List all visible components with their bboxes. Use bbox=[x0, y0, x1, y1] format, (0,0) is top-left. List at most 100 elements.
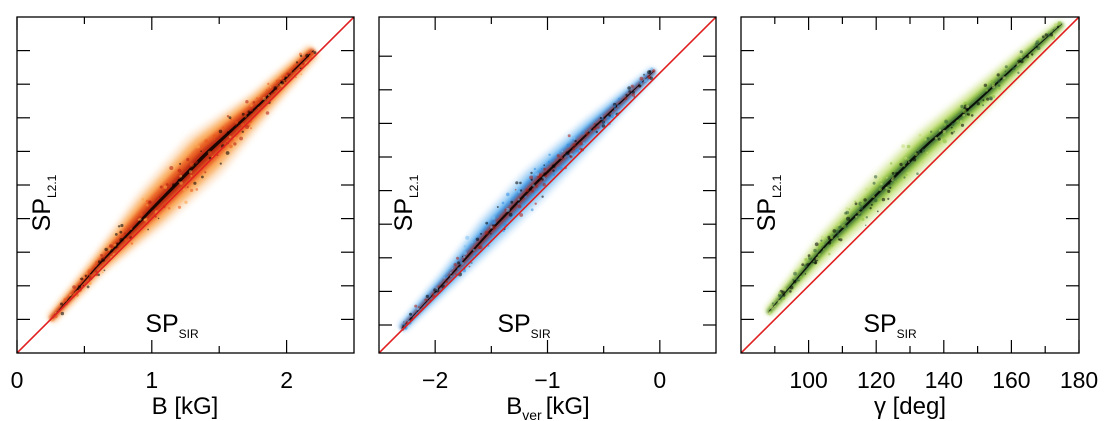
scatter-point bbox=[465, 235, 470, 240]
scatter-point bbox=[250, 127, 253, 130]
scatter-point bbox=[414, 304, 418, 308]
scatter-point bbox=[80, 277, 84, 281]
scatter-point bbox=[817, 245, 822, 249]
scatter-point bbox=[628, 90, 631, 93]
scatter-point bbox=[873, 198, 878, 203]
scatter-point bbox=[208, 156, 212, 160]
scatter-point bbox=[285, 74, 289, 78]
scatter-point bbox=[158, 196, 161, 199]
scatter-point bbox=[881, 197, 886, 202]
scatter-point bbox=[917, 150, 921, 155]
scatter-point bbox=[445, 280, 449, 284]
scatter-point bbox=[492, 220, 497, 225]
scatter-point bbox=[601, 124, 606, 128]
scatter-point bbox=[838, 225, 842, 229]
panel-inclination: 100 120 140 160 180 SPL2.1 SPSIR γ [deg] bbox=[740, 16, 1098, 420]
scatter-point bbox=[222, 126, 224, 129]
scatter-point bbox=[255, 102, 258, 105]
scatter-point bbox=[837, 232, 839, 235]
scatter-point bbox=[820, 239, 823, 242]
scatter-point bbox=[543, 167, 546, 171]
scatter-point bbox=[87, 269, 92, 273]
scatter-point bbox=[517, 198, 520, 201]
scatter-point bbox=[606, 115, 611, 120]
scatter-point bbox=[445, 275, 448, 278]
scatter-point bbox=[943, 123, 947, 126]
scatter-point bbox=[1004, 70, 1007, 73]
scatter-point bbox=[63, 298, 68, 302]
scatter-point bbox=[212, 134, 217, 138]
x-tick-labels: 100 120 140 160 180 bbox=[789, 367, 1098, 393]
scatter-point bbox=[924, 138, 927, 141]
scatter-point bbox=[403, 321, 406, 323]
scatter-point bbox=[179, 162, 182, 165]
scatter-point bbox=[459, 259, 463, 263]
scatter-point bbox=[804, 257, 808, 262]
scatter-point bbox=[84, 274, 87, 277]
scatter-point bbox=[1057, 21, 1062, 26]
scatter-point bbox=[812, 261, 814, 264]
inner-label: SPSIR bbox=[145, 310, 199, 341]
scatter-point bbox=[1044, 33, 1048, 37]
scatter-point bbox=[109, 244, 113, 248]
scatter-point bbox=[1017, 71, 1020, 75]
scatter-point bbox=[885, 186, 888, 190]
scatter-point bbox=[783, 287, 786, 291]
scatter-point bbox=[270, 92, 273, 95]
y-axis-label: SPL2.1 bbox=[390, 174, 421, 231]
scatter-point bbox=[649, 76, 654, 81]
scatter-point bbox=[976, 102, 980, 106]
scatter-point bbox=[648, 76, 651, 80]
panel-b-vertical: −2 −1 0 SPL2.1 SPSIR Bver [kG] bbox=[378, 16, 717, 421]
scatter-point bbox=[250, 108, 254, 112]
scatter-point bbox=[789, 285, 794, 290]
scatter-point bbox=[265, 89, 268, 92]
scatter-point bbox=[827, 235, 831, 239]
density-cloud bbox=[764, 20, 1066, 317]
scatter-point bbox=[953, 130, 956, 133]
scatter-point bbox=[1017, 59, 1021, 63]
scatter-point bbox=[235, 123, 237, 126]
scatter-point bbox=[926, 137, 930, 140]
scatter-point bbox=[1033, 46, 1036, 48]
scatter-point bbox=[835, 229, 839, 234]
scatter-point bbox=[830, 236, 834, 240]
scatter-point bbox=[471, 241, 474, 244]
scatter-point bbox=[552, 173, 556, 176]
scatter-point bbox=[279, 77, 282, 80]
scatter-point bbox=[146, 204, 149, 207]
scatter-point bbox=[245, 100, 249, 104]
scatter-point bbox=[946, 125, 949, 128]
scatter-point bbox=[543, 172, 547, 176]
scatter-point bbox=[1012, 66, 1016, 71]
scatter-point bbox=[887, 197, 890, 200]
scatter-point bbox=[579, 141, 583, 146]
scatter-point bbox=[89, 274, 91, 276]
scatter-point bbox=[897, 178, 900, 181]
scatter-point bbox=[796, 278, 799, 281]
scatter-point bbox=[567, 134, 571, 138]
scatter-point bbox=[104, 247, 108, 252]
scatter-point bbox=[101, 271, 104, 274]
scatter-point bbox=[827, 241, 832, 245]
scatter-point bbox=[95, 260, 98, 264]
scatter-point bbox=[799, 275, 803, 279]
scatter-point bbox=[480, 232, 483, 235]
scatter-point bbox=[250, 104, 253, 107]
scatter-point bbox=[257, 101, 260, 104]
scatter-point bbox=[453, 263, 457, 267]
y-axis-label: SPL2.1 bbox=[28, 174, 59, 231]
scatter-point bbox=[767, 311, 772, 316]
scatter-point bbox=[457, 261, 461, 265]
scatter-point bbox=[163, 185, 167, 189]
scatter-point bbox=[472, 248, 475, 251]
x-axis-label: B [kG] bbox=[152, 393, 219, 420]
scatter-point bbox=[245, 125, 250, 129]
scatter-point bbox=[141, 198, 145, 201]
scatter-point bbox=[535, 172, 540, 177]
scatter-point bbox=[903, 164, 906, 167]
scatter-point bbox=[543, 164, 545, 166]
scatter-point bbox=[593, 127, 596, 131]
scatter-point bbox=[571, 136, 576, 141]
scatter-point bbox=[652, 69, 656, 73]
